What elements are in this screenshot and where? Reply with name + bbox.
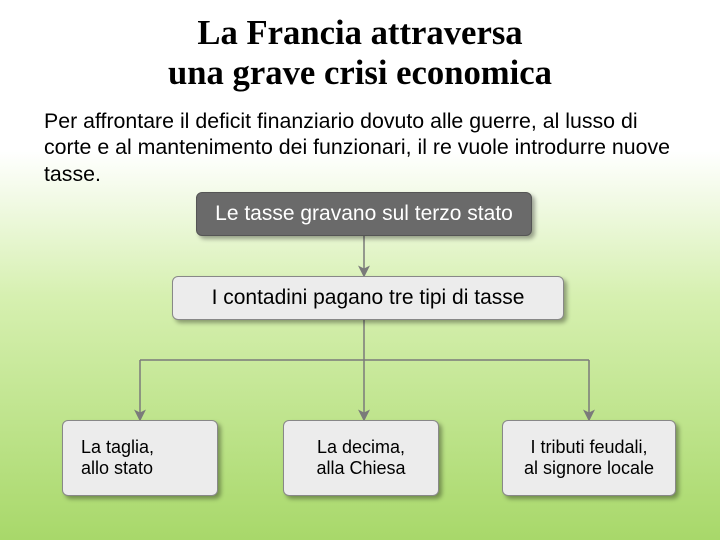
box-leaf-1: La taglia, allo stato bbox=[62, 420, 218, 496]
box-mid-text: I contadini pagano tre tipi di tasse bbox=[212, 286, 525, 310]
title-line-1: La Francia attraversa bbox=[0, 14, 720, 54]
slide-title: La Francia attraversa una grave crisi ec… bbox=[0, 0, 720, 94]
box-top: Le tasse gravano sul terzo stato bbox=[196, 192, 532, 236]
intro-text: Per affrontare il deficit finanziario do… bbox=[44, 109, 670, 186]
title-line-2: una grave crisi economica bbox=[0, 54, 720, 94]
box-leaf-3-text: I tributi feudali, al signore locale bbox=[524, 437, 654, 479]
box-top-text: Le tasse gravano sul terzo stato bbox=[215, 202, 513, 226]
box-leaf-2: La decima, alla Chiesa bbox=[283, 420, 439, 496]
box-leaf-2-text: La decima, alla Chiesa bbox=[316, 437, 405, 479]
box-leaf-3: I tributi feudali, al signore locale bbox=[502, 420, 676, 496]
box-mid: I contadini pagano tre tipi di tasse bbox=[172, 276, 564, 320]
box-leaf-1-text: La taglia, allo stato bbox=[81, 437, 154, 479]
intro-paragraph: Per affrontare il deficit finanziario do… bbox=[0, 94, 720, 188]
